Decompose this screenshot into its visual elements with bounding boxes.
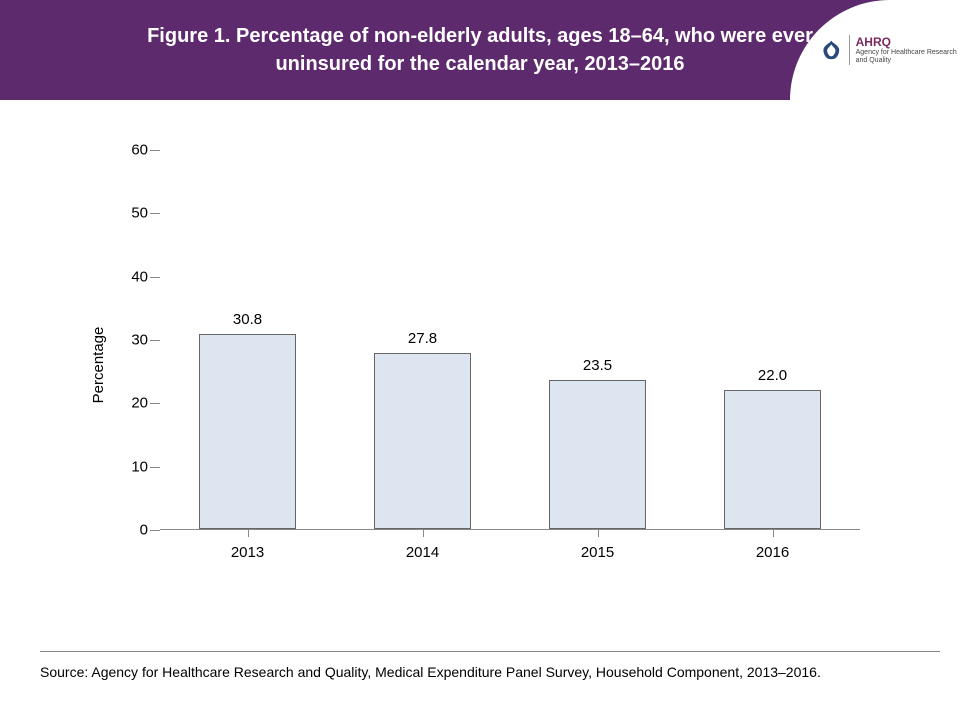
y-tick-label: 20 (120, 395, 148, 412)
y-tick (150, 213, 160, 214)
x-tick (598, 529, 599, 537)
y-tick (150, 150, 160, 151)
header-band: Figure 1. Percentage of non-elderly adul… (0, 0, 960, 100)
logo-brand: AHRQ (856, 35, 960, 49)
bar-value-label: 22.0 (758, 367, 787, 384)
bar (549, 380, 645, 529)
x-tick-label: 2014 (406, 544, 439, 561)
logo-area: AHRQ Agency for Healthcare Research and … (790, 0, 960, 100)
x-tick (248, 529, 249, 537)
y-tick-label: 40 (120, 268, 148, 285)
y-tick (150, 403, 160, 404)
y-axis-label: Percentage (90, 327, 107, 404)
bar-value-label: 23.5 (583, 357, 612, 374)
y-tick-label: 30 (120, 332, 148, 349)
y-tick-label: 0 (120, 522, 148, 539)
bar (374, 353, 470, 529)
source-text: Source: Agency for Healthcare Research a… (40, 651, 940, 680)
y-tick (150, 340, 160, 341)
x-tick-label: 2015 (581, 544, 614, 561)
bar-value-label: 27.8 (408, 330, 437, 347)
x-tick-label: 2016 (756, 544, 789, 561)
bar-value-label: 30.8 (233, 311, 262, 328)
y-tick (150, 530, 160, 531)
logo-text: AHRQ Agency for Healthcare Research and … (849, 35, 960, 64)
figure-title: Figure 1. Percentage of non-elderly adul… (120, 22, 840, 78)
logo-subtitle: Agency for Healthcare Research and Quali… (856, 49, 960, 64)
chart-plot: 010203040506030.8201327.8201423.5201522.… (160, 150, 860, 530)
chart-area: Percentage 010203040506030.8201327.82014… (120, 150, 880, 580)
y-tick (150, 467, 160, 468)
bar (724, 390, 820, 529)
y-tick-label: 10 (120, 458, 148, 475)
x-tick (423, 529, 424, 537)
bar (199, 334, 295, 529)
y-tick (150, 277, 160, 278)
y-tick-label: 60 (120, 142, 148, 159)
ahrq-logo: AHRQ Agency for Healthcare Research and … (820, 35, 960, 65)
y-tick-label: 50 (120, 205, 148, 222)
hhs-icon (820, 35, 843, 65)
x-tick-label: 2013 (231, 544, 264, 561)
x-tick (773, 529, 774, 537)
